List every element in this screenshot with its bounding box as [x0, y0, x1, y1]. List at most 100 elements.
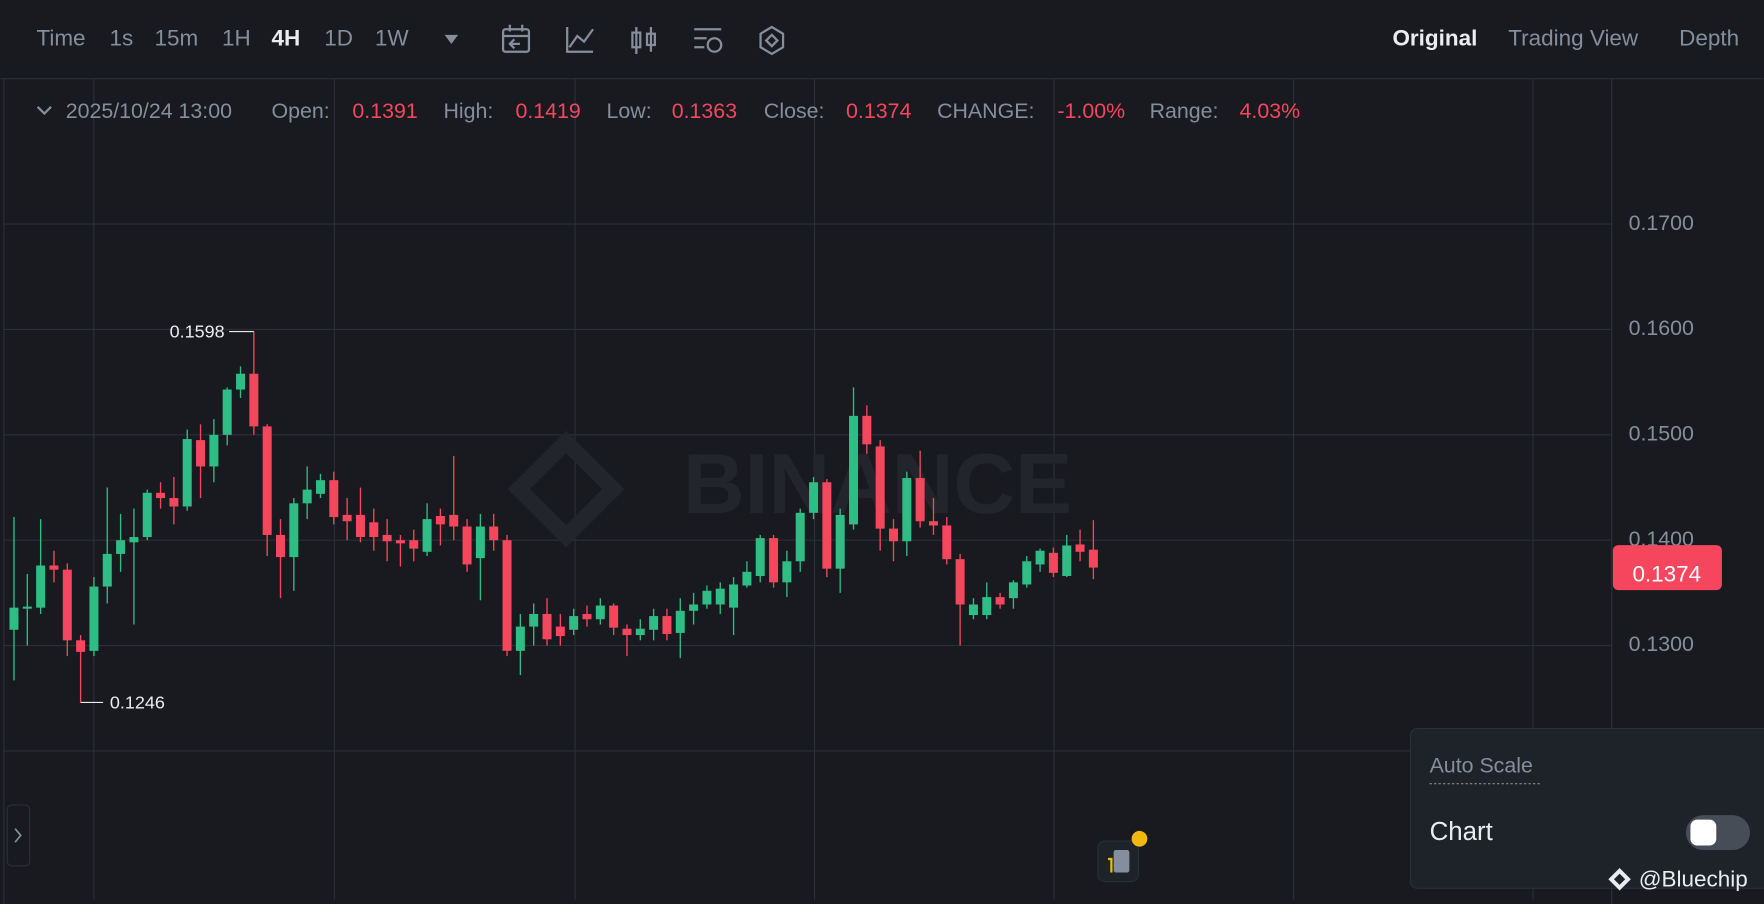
chart-toggle[interactable] [1685, 815, 1751, 851]
candle-body [209, 434, 219, 467]
icon-candle[interactable] [631, 26, 656, 54]
candle-body [449, 514, 459, 527]
legend-date: 2025/10/24 13:00 [66, 99, 232, 123]
view-tab[interactable]: Depth [1679, 25, 1739, 50]
candle-body [22, 606, 32, 609]
icon-hex[interactable] [759, 25, 785, 56]
candle-body [555, 626, 565, 637]
interval-active[interactable]: 4H [271, 25, 300, 50]
candle-body [995, 597, 1005, 605]
candle-body [529, 613, 539, 627]
candle-body [89, 586, 99, 651]
candle-body [649, 616, 659, 630]
candle-body [569, 616, 579, 630]
legend-label: Close: [764, 99, 825, 123]
legend-label: Open: [271, 99, 329, 123]
legend-label: High: [443, 99, 493, 123]
view-tab[interactable]: Trading View [1508, 25, 1639, 50]
y-tick-label: 0.1700 [1629, 211, 1694, 235]
watermark-text: @Bluechip [1639, 866, 1748, 891]
candle-body [1008, 582, 1018, 599]
toolbar: Time 1s 15m 1H 4H 1D 1W Original Trading… [36, 24, 1739, 56]
interval[interactable]: 1H [222, 25, 251, 50]
interval[interactable]: 15m [155, 25, 199, 50]
candle-body [1088, 549, 1098, 568]
candle-body [462, 526, 472, 565]
candle-body [888, 528, 898, 542]
candle-body [822, 482, 832, 569]
y-tick-label: 0.1300 [1629, 632, 1694, 656]
candle-body [1075, 544, 1085, 552]
legend-toggle[interactable] [36, 106, 52, 116]
candle-body [1048, 552, 1058, 573]
scale-panel: Auto Scale Chart [1409, 728, 1764, 889]
interval-label: Time [36, 25, 85, 50]
candle-body [795, 512, 805, 562]
last-price-tag [1612, 545, 1722, 591]
logo-diamond [507, 430, 625, 548]
candle-body [1035, 550, 1045, 565]
candle-body [156, 492, 166, 499]
candle-body [62, 569, 72, 641]
last-price-label: 0.1374 [1632, 561, 1701, 586]
candle-body [76, 640, 86, 652]
interval[interactable]: 1W [375, 25, 409, 50]
candle-body [489, 526, 499, 541]
view-tab-active[interactable]: Original [1392, 25, 1477, 50]
candle-body [742, 571, 752, 586]
candle-body [196, 440, 206, 467]
candle-body [169, 498, 179, 507]
icon-calendar[interactable] [501, 24, 531, 53]
candle-body [968, 604, 978, 616]
candle-body [302, 489, 312, 504]
candle-body [635, 628, 645, 636]
auto-scale[interactable]: Auto Scale [1430, 753, 1533, 777]
interval[interactable]: 1s [110, 25, 134, 50]
candle-body [609, 605, 619, 628]
candle-body [915, 478, 925, 522]
candle-body [675, 610, 685, 633]
candle-body [955, 559, 965, 605]
candle-body [329, 480, 339, 518]
candle-body [116, 540, 126, 554]
candle-body [769, 538, 779, 583]
candle-body [702, 590, 712, 605]
legend-value: 0.1391 [352, 99, 417, 123]
candle-body [622, 628, 632, 636]
candle-body [9, 607, 19, 630]
candle-body [542, 613, 552, 640]
candle-body [102, 553, 112, 587]
icon-settings[interactable] [694, 28, 723, 53]
candle-body [315, 480, 325, 494]
candle-body [502, 540, 512, 651]
legend-value: -1.00% [1057, 99, 1125, 123]
candle-body [236, 373, 246, 390]
sidebar-toggle[interactable] [6, 804, 31, 867]
candle-body [835, 514, 845, 569]
candle-body [715, 588, 725, 605]
legend-label: Low: [607, 99, 652, 123]
candle-body [182, 439, 192, 507]
icon-indicator[interactable] [566, 26, 594, 53]
legend-value: 0.1374 [846, 99, 911, 123]
candle-body [875, 446, 885, 529]
candle-body [276, 534, 285, 558]
candle-body [942, 525, 952, 560]
candle-body [435, 515, 445, 525]
candle-body [49, 565, 59, 570]
candle-body [1062, 545, 1072, 577]
more-intervals[interactable] [444, 34, 459, 44]
candle-body [369, 522, 379, 538]
candle-body [422, 519, 432, 552]
candle-body [849, 415, 859, 525]
interval[interactable]: 1D [324, 25, 353, 50]
watermark-icon [1608, 868, 1631, 891]
y-tick-label: 0.1600 [1629, 316, 1694, 340]
candle-body [222, 389, 232, 435]
news-button[interactable] [1097, 830, 1148, 883]
candle-body [342, 514, 352, 522]
chart-label: Chart [1430, 818, 1493, 846]
candle-body [382, 534, 392, 542]
candles: 0.1598 0.1246 [9, 321, 1098, 712]
